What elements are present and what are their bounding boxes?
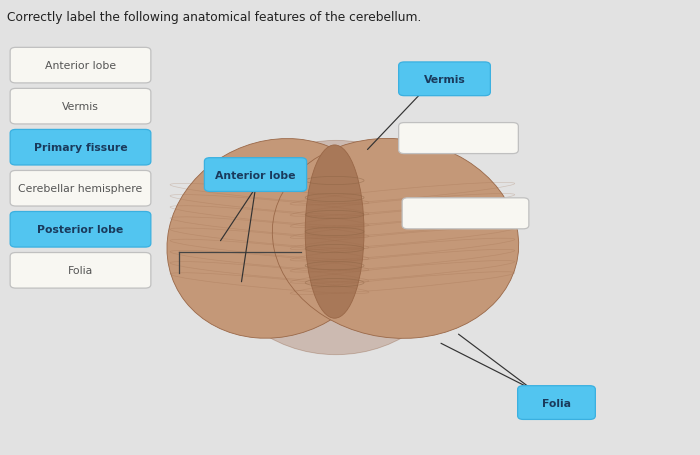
Text: Vermis: Vermis — [62, 102, 99, 112]
Text: Vermis: Vermis — [424, 75, 466, 85]
Text: Primary fissure: Primary fissure — [34, 143, 127, 153]
Ellipse shape — [214, 141, 458, 355]
Text: Folia: Folia — [542, 398, 571, 408]
Text: Posterior lobe: Posterior lobe — [37, 225, 124, 235]
FancyBboxPatch shape — [399, 63, 490, 96]
Text: Anterior lobe: Anterior lobe — [216, 170, 295, 180]
FancyBboxPatch shape — [204, 158, 307, 192]
FancyBboxPatch shape — [399, 123, 518, 154]
FancyBboxPatch shape — [10, 130, 151, 166]
FancyBboxPatch shape — [10, 48, 151, 84]
Text: Anterior lobe: Anterior lobe — [45, 61, 116, 71]
Ellipse shape — [305, 146, 364, 318]
FancyBboxPatch shape — [402, 198, 529, 229]
FancyBboxPatch shape — [517, 386, 595, 420]
Ellipse shape — [167, 139, 386, 339]
FancyBboxPatch shape — [10, 89, 151, 125]
Text: Folia: Folia — [68, 266, 93, 276]
Text: Cerebellar hemisphere: Cerebellar hemisphere — [18, 184, 143, 194]
FancyBboxPatch shape — [10, 212, 151, 248]
Ellipse shape — [272, 139, 519, 339]
Text: Correctly label the following anatomical features of the cerebellum.: Correctly label the following anatomical… — [7, 11, 421, 25]
FancyBboxPatch shape — [10, 171, 151, 207]
FancyBboxPatch shape — [10, 253, 151, 288]
